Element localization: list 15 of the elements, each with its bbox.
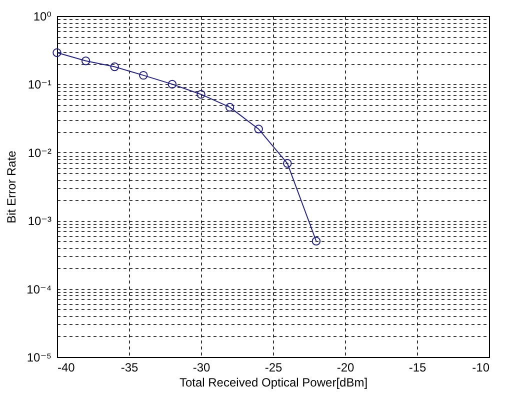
x-tick-label: -10 — [472, 360, 490, 374]
x-tick-label: -20 — [336, 360, 354, 374]
y-tick-label: 10⁻¹ — [28, 78, 52, 92]
x-tick-label: -40 — [58, 360, 76, 374]
y-tick-label: 10⁻⁴ — [26, 282, 52, 296]
x-tick-label: -35 — [120, 360, 138, 374]
x-tick-label: -30 — [192, 360, 210, 374]
y-axis-title: Bit Error Rate — [4, 150, 19, 224]
x-tick-label: -25 — [264, 360, 282, 374]
y-tick-label: 10⁻⁵ — [26, 350, 52, 364]
x-tick-label: -15 — [408, 360, 426, 374]
y-tick-label: 10⁻³ — [28, 214, 52, 228]
y-tick-label: 10⁻² — [28, 146, 52, 160]
x-axis-title: Total Received Optical Power[dBm] — [179, 376, 368, 390]
y-tick-label: 10⁰ — [33, 10, 52, 24]
